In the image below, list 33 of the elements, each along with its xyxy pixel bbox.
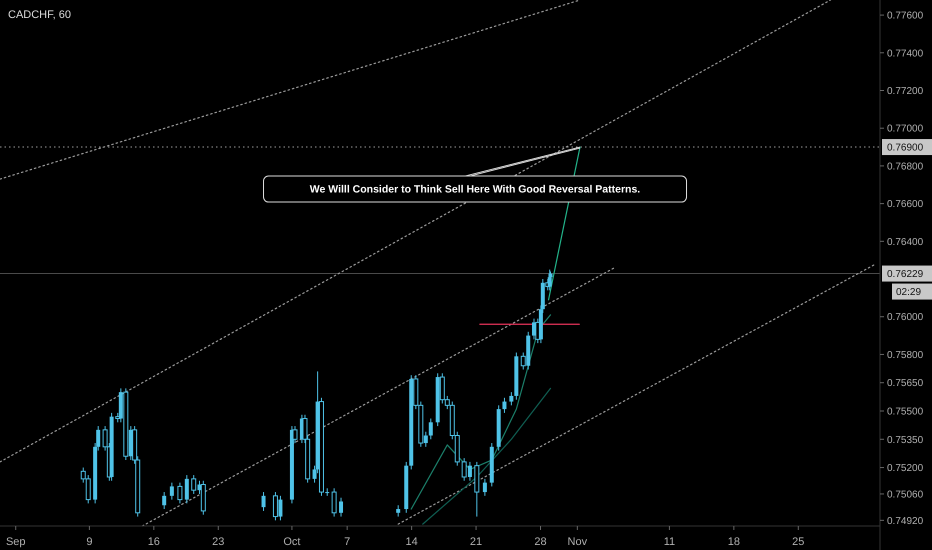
x-tick-label: 11: [664, 536, 676, 548]
y-tick-label: 0.76000: [887, 312, 924, 324]
y-tick-label: 0.75800: [887, 350, 924, 361]
x-tick-label: 25: [792, 536, 804, 548]
x-tick-label: Sep: [6, 536, 26, 548]
x-tick-label: 7: [344, 536, 350, 548]
y-tick-label: 0.75500: [887, 406, 924, 418]
y-tick-label: 0.75060: [887, 489, 924, 500]
y-tick-label: 0.77400: [887, 48, 924, 60]
annotation: We Willl Consider to Think Sell Here With Good Reversal Patterns.: [310, 184, 640, 196]
text: 02:29: [896, 287, 922, 298]
ref-line-label: 0.76229: [887, 269, 924, 280]
y-tick-label: 0.77000: [887, 124, 924, 135]
x-tick-label: 18: [728, 536, 740, 548]
y-tick-label: 0.76400: [887, 236, 924, 248]
y-tick-label: 0.75650: [887, 378, 924, 390]
y-tick-label: 0.75350: [887, 434, 924, 446]
x-tick-label: 14: [405, 536, 418, 548]
x-tick-label: 21: [470, 536, 482, 548]
x-tick-label: Oct: [283, 536, 300, 548]
y-tick-label: 0.77200: [887, 86, 924, 97]
y-tick-label: 0.76800: [887, 161, 924, 172]
y-tick-label: 0.75200: [887, 463, 924, 474]
x-tick-label: Nov: [568, 536, 588, 548]
y-tick-label: 0.76600: [887, 199, 924, 210]
x-tick-label: 28: [534, 536, 547, 548]
x-tick-label: 9: [86, 536, 92, 548]
ref-line-label: 0.76900: [887, 142, 924, 154]
x-tick-label: 23: [212, 536, 224, 548]
y-tick-label: 0.77600: [887, 10, 924, 22]
text: CADCHF, 60: [8, 9, 71, 21]
y-tick-label: 0.74920: [887, 516, 924, 527]
x-tick-label: 16: [148, 536, 160, 548]
